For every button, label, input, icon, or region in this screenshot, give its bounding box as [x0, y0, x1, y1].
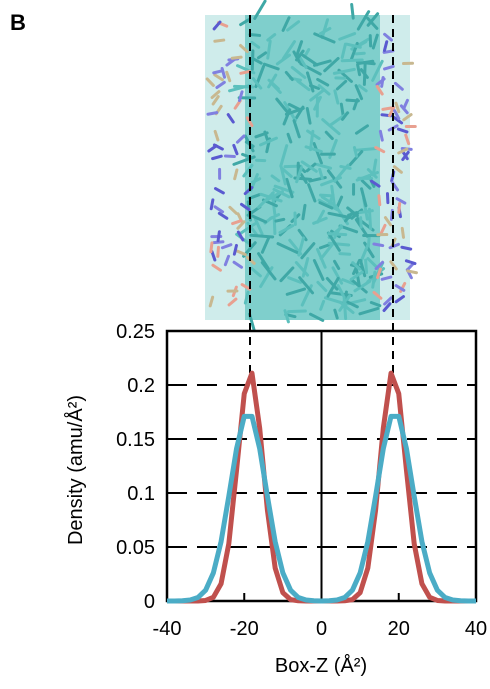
headgroup [232, 57, 241, 58]
x-tick-label: 20 [388, 618, 410, 640]
x-tick-label: -20 [230, 618, 259, 640]
headgroup [380, 131, 382, 140]
chain [364, 65, 365, 84]
headgroup [235, 170, 237, 179]
y-tick-label: 0 [144, 591, 155, 613]
chain [250, 34, 260, 35]
headgroup [225, 156, 234, 157]
headgroup [211, 243, 212, 252]
headgroup [402, 228, 403, 237]
x-tick-label: -40 [153, 618, 182, 640]
chain [373, 272, 375, 287]
chain [361, 218, 362, 227]
headgroup [211, 200, 213, 209]
y-tick-label: 0.05 [116, 537, 155, 559]
panel-label: B [10, 10, 26, 35]
headgroup [218, 247, 219, 256]
chain [251, 235, 273, 237]
membrane-image [205, 1, 416, 330]
y-tick-label: 0.15 [116, 429, 155, 451]
chain [340, 254, 350, 255]
chain [355, 149, 376, 151]
chain [352, 5, 354, 19]
headgroup [408, 271, 417, 273]
headgroup [214, 71, 223, 73]
x-axis-label: Box-Z (Å²) [275, 654, 367, 677]
headgroup [383, 108, 392, 109]
chain [366, 260, 367, 273]
chain [252, 51, 253, 70]
headgroup [402, 247, 411, 249]
headgroup [208, 113, 217, 115]
headgroup [234, 245, 236, 254]
headgroup [399, 203, 400, 212]
y-tick-label: 0.1 [127, 483, 155, 505]
headgroup [218, 232, 219, 241]
x-tick-label: 40 [465, 618, 487, 640]
chain [303, 205, 305, 218]
chain [356, 53, 364, 54]
chain [358, 65, 360, 75]
chain [342, 60, 362, 61]
chain [276, 219, 284, 221]
x-tick-label: 0 [316, 618, 327, 640]
y-tick-label: 0.2 [127, 375, 155, 397]
chain [289, 311, 306, 312]
chain [329, 234, 346, 235]
headgroup [379, 196, 380, 205]
headgroup [374, 244, 383, 246]
chain [369, 209, 370, 228]
y-axis-label: Density (amu/Å²) [64, 395, 87, 545]
headgroup [241, 71, 250, 73]
chain [354, 148, 356, 157]
headgroup [215, 40, 224, 41]
y-tick-label: 0.25 [116, 321, 155, 343]
